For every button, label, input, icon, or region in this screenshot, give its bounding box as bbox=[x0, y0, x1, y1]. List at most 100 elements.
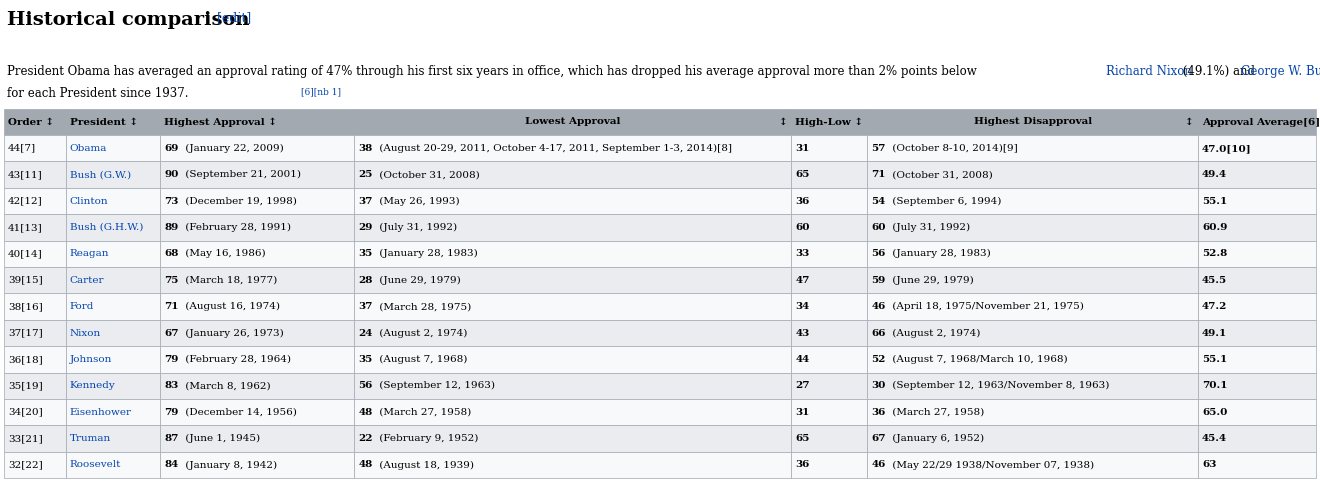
Bar bbox=[1199, 161, 1316, 188]
Text: 31: 31 bbox=[795, 408, 809, 417]
Bar bbox=[354, 135, 791, 161]
Text: 70.1: 70.1 bbox=[1203, 381, 1228, 390]
Text: 34[20]: 34[20] bbox=[8, 408, 42, 417]
Bar bbox=[867, 267, 1199, 293]
Text: 39[15]: 39[15] bbox=[8, 276, 42, 284]
Text: 63: 63 bbox=[1203, 460, 1216, 469]
Bar bbox=[1199, 109, 1316, 135]
Bar bbox=[867, 399, 1199, 426]
Text: Highest Disapproval: Highest Disapproval bbox=[974, 117, 1092, 127]
Text: 45.4: 45.4 bbox=[1203, 434, 1228, 443]
Text: 33: 33 bbox=[795, 249, 809, 258]
Bar bbox=[160, 346, 354, 372]
Text: Truman: Truman bbox=[70, 434, 111, 443]
Text: Roosevelt: Roosevelt bbox=[70, 460, 121, 469]
Text: 36: 36 bbox=[795, 460, 809, 469]
Text: 36: 36 bbox=[871, 408, 886, 417]
Text: 37[17]: 37[17] bbox=[8, 328, 42, 338]
Text: 27: 27 bbox=[795, 381, 809, 390]
Bar bbox=[160, 109, 354, 135]
Bar bbox=[4, 135, 66, 161]
Text: (January 6, 1952): (January 6, 1952) bbox=[890, 434, 985, 443]
Bar bbox=[867, 109, 1199, 135]
Text: 65: 65 bbox=[795, 170, 809, 179]
Bar bbox=[4, 293, 66, 320]
Text: Richard Nixon: Richard Nixon bbox=[1106, 65, 1192, 78]
Text: 68: 68 bbox=[164, 249, 178, 258]
Text: 55.1: 55.1 bbox=[1203, 197, 1228, 206]
Text: (August 16, 1974): (August 16, 1974) bbox=[182, 302, 280, 311]
Text: 43[11]: 43[11] bbox=[8, 170, 42, 179]
Text: 31: 31 bbox=[795, 144, 809, 153]
Text: (August 2, 1974): (August 2, 1974) bbox=[376, 328, 467, 338]
Text: Carter: Carter bbox=[70, 276, 104, 284]
Bar bbox=[1199, 372, 1316, 399]
Text: 29: 29 bbox=[358, 223, 372, 232]
Bar bbox=[66, 109, 160, 135]
Text: Johnson: Johnson bbox=[70, 355, 112, 364]
Bar bbox=[160, 372, 354, 399]
Text: 47.2: 47.2 bbox=[1203, 302, 1228, 311]
Bar bbox=[791, 346, 867, 372]
Bar bbox=[1199, 346, 1316, 372]
Bar bbox=[867, 135, 1199, 161]
Text: (July 31, 1992): (July 31, 1992) bbox=[376, 223, 457, 232]
Text: 43: 43 bbox=[795, 328, 809, 338]
Bar bbox=[1199, 214, 1316, 241]
Bar bbox=[791, 320, 867, 346]
Text: 24: 24 bbox=[358, 328, 372, 338]
Text: (August 2, 1974): (August 2, 1974) bbox=[890, 328, 981, 338]
Text: 47.0[10]: 47.0[10] bbox=[1203, 144, 1251, 153]
Text: (February 28, 1964): (February 28, 1964) bbox=[182, 355, 290, 364]
Text: President Obama has averaged an approval rating of 47% through his first six yea: President Obama has averaged an approval… bbox=[7, 65, 979, 78]
Text: 32[22]: 32[22] bbox=[8, 460, 42, 469]
Bar bbox=[66, 267, 160, 293]
Text: 59: 59 bbox=[871, 276, 886, 284]
Bar bbox=[160, 135, 354, 161]
Bar bbox=[1199, 293, 1316, 320]
Text: 56: 56 bbox=[358, 381, 372, 390]
Text: (August 20-29, 2011, October 4-17, 2011, September 1-3, 2014)[8]: (August 20-29, 2011, October 4-17, 2011,… bbox=[376, 144, 733, 153]
Text: 37: 37 bbox=[358, 302, 372, 311]
Text: 55.1: 55.1 bbox=[1203, 355, 1228, 364]
Bar bbox=[867, 241, 1199, 267]
Bar bbox=[791, 161, 867, 188]
Text: 33[21]: 33[21] bbox=[8, 434, 42, 443]
Bar bbox=[354, 346, 791, 372]
Bar bbox=[867, 372, 1199, 399]
Text: (February 9, 1952): (February 9, 1952) bbox=[376, 434, 478, 443]
Text: (May 16, 1986): (May 16, 1986) bbox=[182, 249, 265, 258]
Text: (August 7, 1968): (August 7, 1968) bbox=[376, 355, 467, 364]
Text: (September 12, 1963): (September 12, 1963) bbox=[376, 381, 495, 390]
Text: 44: 44 bbox=[795, 355, 809, 364]
Bar bbox=[160, 293, 354, 320]
Text: (February 28, 1991): (February 28, 1991) bbox=[182, 223, 290, 232]
Text: (September 6, 1994): (September 6, 1994) bbox=[890, 197, 1002, 206]
Text: (October 31, 2008): (October 31, 2008) bbox=[376, 170, 479, 179]
Text: Lowest Approval: Lowest Approval bbox=[525, 117, 620, 127]
Text: 56: 56 bbox=[871, 249, 886, 258]
Text: 60.9: 60.9 bbox=[1203, 223, 1228, 232]
Bar bbox=[1199, 426, 1316, 452]
Text: Bush (G.H.W.): Bush (G.H.W.) bbox=[70, 223, 143, 232]
Bar bbox=[354, 161, 791, 188]
Text: (July 31, 1992): (July 31, 1992) bbox=[890, 223, 970, 232]
Bar bbox=[66, 241, 160, 267]
Text: President ↕: President ↕ bbox=[70, 117, 137, 127]
Bar bbox=[867, 320, 1199, 346]
Bar bbox=[4, 267, 66, 293]
Bar bbox=[66, 293, 160, 320]
Bar bbox=[66, 135, 160, 161]
Bar bbox=[4, 452, 66, 478]
Text: Nixon: Nixon bbox=[70, 328, 100, 338]
Text: (January 28, 1983): (January 28, 1983) bbox=[890, 249, 991, 258]
Text: (January 22, 2009): (January 22, 2009) bbox=[182, 144, 284, 153]
Bar bbox=[160, 267, 354, 293]
Text: 36: 36 bbox=[795, 197, 809, 206]
Text: (May 22/29 1938/November 07, 1938): (May 22/29 1938/November 07, 1938) bbox=[890, 460, 1094, 469]
Text: 25: 25 bbox=[358, 170, 372, 179]
Text: 60: 60 bbox=[795, 223, 809, 232]
Bar bbox=[1199, 320, 1316, 346]
Text: (January 26, 1973): (January 26, 1973) bbox=[182, 328, 284, 338]
Text: Eisenhower: Eisenhower bbox=[70, 408, 132, 417]
